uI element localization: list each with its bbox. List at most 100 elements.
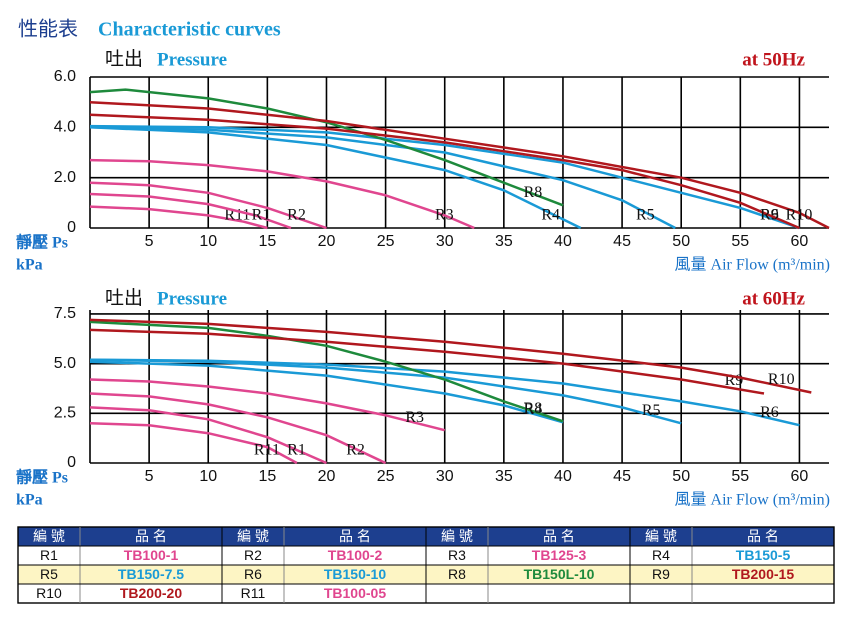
curve xyxy=(89,406,328,465)
x-tick-label: 55 xyxy=(731,233,749,250)
x-tick-label: 60 xyxy=(791,233,809,250)
product-code: R8 xyxy=(448,566,466,582)
curve xyxy=(89,320,564,423)
x-tick-label: 60 xyxy=(791,468,809,485)
curve-label: R10 xyxy=(786,207,813,224)
curve xyxy=(89,392,387,465)
product-code: R3 xyxy=(448,547,466,563)
table-header: 品 名 xyxy=(747,528,779,544)
curve-label: R11 xyxy=(254,442,280,459)
x-tick-label: 30 xyxy=(436,468,454,485)
curve xyxy=(89,360,564,424)
x-tick-label: 55 xyxy=(731,468,749,485)
x-tick-label: 40 xyxy=(554,233,572,250)
chart-subtitle: Pressure xyxy=(157,288,227,309)
x-tick-label: 20 xyxy=(318,233,336,250)
product-name: TB100-1 xyxy=(124,547,179,563)
frequency-label: at 60Hz xyxy=(742,288,805,309)
x-tick-label: 45 xyxy=(613,468,631,485)
product-name: TB200-15 xyxy=(732,566,794,582)
y-axis-unit: kPa xyxy=(16,257,43,274)
curve xyxy=(89,422,298,465)
curve xyxy=(89,318,812,394)
curve xyxy=(89,88,564,207)
page-title: 性能表 xyxy=(18,17,78,40)
product-code: R1 xyxy=(40,547,58,563)
product-name: TB150L-10 xyxy=(524,566,595,582)
x-tick-label: 5 xyxy=(145,233,154,250)
curve-label: R1 xyxy=(287,442,306,459)
x-tick-label: 50 xyxy=(672,233,690,250)
curve xyxy=(89,113,800,230)
x-tick-label: 5 xyxy=(145,468,154,485)
curve xyxy=(89,181,327,230)
table-header: 編 號 xyxy=(441,528,473,544)
curve-label: R2 xyxy=(346,442,365,459)
chart-title: 吐出 xyxy=(105,48,143,70)
product-code: R6 xyxy=(244,566,262,582)
x-tick-label: 10 xyxy=(199,233,217,250)
page-subtitle: Characteristic curves xyxy=(98,19,281,41)
curve xyxy=(89,205,268,230)
product-name: TB150-7.5 xyxy=(118,566,184,582)
product-name: TB100-05 xyxy=(324,585,386,601)
y-tick-label: 7.5 xyxy=(54,305,76,322)
table-header: 品 名 xyxy=(135,528,167,544)
x-tick-label: 20 xyxy=(318,468,336,485)
x-tick-label: 15 xyxy=(258,233,276,250)
y-tick-label: 0 xyxy=(67,454,76,471)
y-tick-label: 2.5 xyxy=(54,405,76,422)
table-header: 品 名 xyxy=(543,528,575,544)
x-tick-label: 45 xyxy=(613,233,631,250)
product-code: R11 xyxy=(241,585,266,601)
table-header: 品 名 xyxy=(339,528,371,544)
product-name: TB100-2 xyxy=(328,547,383,563)
x-tick-label: 30 xyxy=(436,233,454,250)
product-name: TB125-3 xyxy=(532,547,587,563)
curve-label: R8 xyxy=(524,184,543,201)
y-tick-label: 6.0 xyxy=(54,68,76,85)
chart-title: 吐出 xyxy=(105,287,143,309)
x-tick-label: 15 xyxy=(258,468,276,485)
curve xyxy=(89,192,292,230)
product-code: R4 xyxy=(652,547,670,563)
curve-label: R8 xyxy=(524,400,543,417)
x-tick-label: 35 xyxy=(495,233,513,250)
curve xyxy=(89,126,676,230)
curve-label: R4 xyxy=(541,207,560,224)
curve-label: R9 xyxy=(760,207,779,224)
curve xyxy=(89,378,446,432)
y-tick-label: 0 xyxy=(67,219,76,236)
x-tick-label: 50 xyxy=(672,468,690,485)
curve-label: R11 xyxy=(224,207,250,224)
y-axis-label: 靜壓 Ps xyxy=(16,468,68,487)
x-axis-label: 風量 Air Flow (m³/min) xyxy=(675,492,830,509)
y-tick-label: 4.0 xyxy=(54,119,76,136)
y-tick-label: 2.0 xyxy=(54,169,76,186)
curve-label: R3 xyxy=(435,207,454,224)
curve-label: R10 xyxy=(768,371,795,388)
chart-subtitle: Pressure xyxy=(157,49,227,70)
curve xyxy=(89,158,475,230)
curve-label: R2 xyxy=(287,207,306,224)
curve xyxy=(89,328,765,395)
curve-label: R6 xyxy=(760,404,779,421)
x-axis-label: 風量 Air Flow (m³/min) xyxy=(675,257,830,274)
x-tick-label: 35 xyxy=(495,468,513,485)
x-tick-label: 40 xyxy=(554,468,572,485)
curve-label: R5 xyxy=(636,207,655,224)
x-tick-label: 10 xyxy=(199,468,217,485)
product-name: TB200-20 xyxy=(120,585,182,601)
y-axis-unit: kPa xyxy=(16,492,43,509)
curve-label: R3 xyxy=(405,409,424,426)
curve xyxy=(89,100,830,230)
product-name: TB150-10 xyxy=(324,566,386,582)
x-tick-label: 25 xyxy=(377,233,395,250)
product-code: R10 xyxy=(36,585,62,601)
product-code: R2 xyxy=(244,547,262,563)
curve xyxy=(89,358,800,427)
product-code: R9 xyxy=(652,566,670,582)
frequency-label: at 50Hz xyxy=(742,49,805,70)
x-tick-label: 25 xyxy=(377,468,395,485)
